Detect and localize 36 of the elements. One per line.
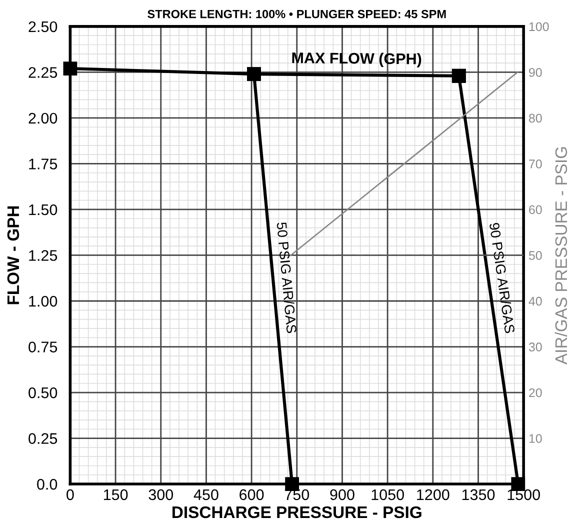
chart-title: STROKE LENGTH: 100% • PLUNGER SPEED: 45 SPM: [148, 10, 446, 18]
y-axis-title: FLOW - GPH: [7, 206, 20, 304]
text: 50 PSIG AIR/GAS: [276, 222, 298, 334]
y2-tick-label: 40: [528, 296, 542, 306]
y2-tick-label: 100: [529, 22, 549, 32]
y2-tick-label: 10: [529, 434, 542, 443]
y-tick-label: 2.50: [28, 21, 58, 32]
x-tick-label: 0: [66, 489, 74, 500]
y-tick-label: 0.0: [37, 478, 58, 490]
y2-tick-label: 50: [528, 251, 542, 260]
x-tick-label: 900: [330, 489, 354, 500]
y2-tick-label: 80: [528, 114, 542, 123]
y-tick-label: 1.25: [29, 250, 58, 261]
x-axis-title: DISCHARGE PRESSURE - PSIG: [172, 506, 422, 518]
y2-tick-label: 30: [528, 342, 542, 352]
y-tick-label: 1.00: [29, 296, 58, 307]
x-tick-label: 1200: [417, 489, 450, 500]
x-tick-label: 1350: [462, 489, 495, 500]
x-tick-label: 450: [194, 489, 218, 500]
text: 90 PSIG AIR/GAS: [489, 222, 516, 334]
y2-tick-label: 60: [529, 205, 542, 214]
y2-tick-label: 90: [529, 68, 542, 77]
x-tick-label: 300: [148, 489, 174, 500]
y-tick-label: 2.00: [28, 112, 58, 124]
y-tick-label: 1.75: [29, 158, 58, 170]
x-tick-label: 600: [240, 489, 264, 500]
x-tick-label: 150: [104, 489, 128, 500]
y2-axis-title: AIR/GAS PRESSURE - PSIG: [554, 147, 568, 364]
x-tick-label: 1050: [372, 489, 404, 500]
y-tick-label: 0.25: [28, 433, 58, 444]
y-tick-label: 0.50: [28, 387, 58, 398]
y-tick-label: 1.50: [29, 204, 58, 216]
y2-tick-label: 70: [529, 160, 542, 168]
y2-tick-label: 20: [529, 388, 542, 398]
y-tick-label: 0.75: [28, 342, 58, 352]
y-tick-label: 2.25: [28, 67, 58, 78]
